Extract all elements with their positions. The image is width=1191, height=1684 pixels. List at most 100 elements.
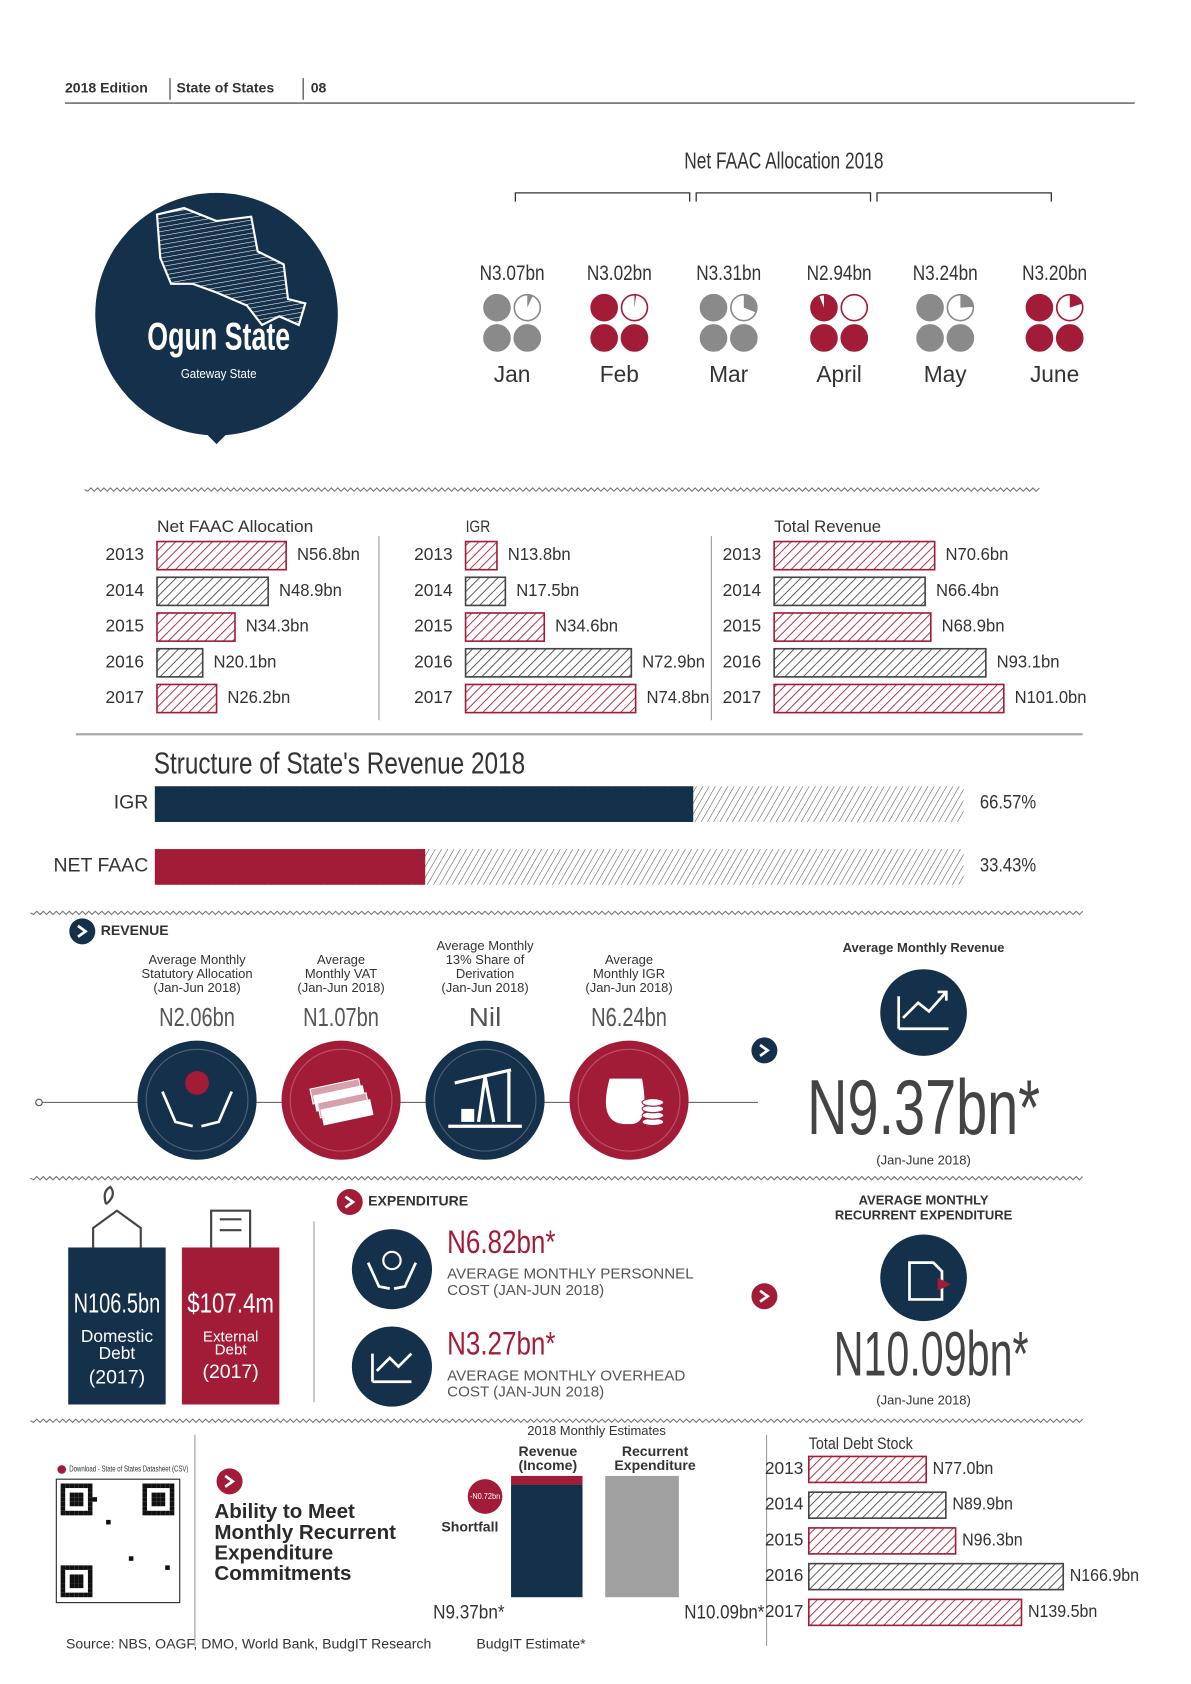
- divider: [30, 1175, 1084, 1181]
- qr-cell: [83, 1510, 88, 1516]
- arrow-icon: [336, 1189, 363, 1215]
- qr-cell: [87, 1569, 93, 1575]
- unit-fill: [1026, 294, 1053, 321]
- expenditure-value: N6.82bn*: [447, 1224, 556, 1260]
- icon-circle-ring: [577, 1048, 681, 1152]
- qr-cell: [78, 1497, 84, 1502]
- state-tagline: Gateway State: [181, 366, 257, 381]
- qr-cell: [78, 1492, 84, 1498]
- debt-box: [181, 1247, 280, 1405]
- qr-cell: [69, 1574, 75, 1580]
- arrow-chevron: [759, 1289, 770, 1303]
- bar: [807, 1491, 947, 1519]
- divider: [84, 487, 1040, 492]
- panel-title: IGR: [466, 518, 491, 536]
- qr-cell: [87, 1492, 93, 1498]
- qr-cell: [65, 1510, 70, 1516]
- bar: [807, 1455, 927, 1484]
- qr-cell: [147, 1483, 152, 1489]
- year-label: 2017: [723, 687, 762, 707]
- year-label: 2015: [414, 616, 453, 636]
- icon-circle: [425, 1040, 545, 1160]
- qr-cell: [151, 1483, 157, 1489]
- arrow-chevron: [224, 1474, 236, 1488]
- bar-value: N9.37bn*: [433, 1602, 505, 1624]
- bar: [156, 612, 236, 642]
- qr-cell: [69, 1565, 75, 1570]
- estimate-note: BudgIT Estimate*: [476, 1636, 586, 1652]
- arrow-chevron: [77, 924, 88, 938]
- qr-cell: [142, 1483, 148, 1489]
- qr-cell: [78, 1483, 84, 1489]
- bar: [156, 683, 218, 714]
- expenditure-label: COST (JAN-JUN 2018): [447, 1384, 604, 1401]
- unit-fill: [810, 324, 837, 351]
- average-period: (Jan-June 2018): [876, 1393, 971, 1408]
- bar: [773, 540, 936, 571]
- unit-fill: [527, 294, 533, 308]
- bar: [154, 849, 426, 885]
- qr-cell: [74, 1497, 79, 1502]
- year-label: 2016: [723, 651, 762, 671]
- year-label: 2013: [723, 544, 762, 564]
- icon: [371, 1352, 413, 1384]
- bar-label: N17.5bn: [516, 580, 579, 600]
- month-value: N3.20bn: [1022, 260, 1087, 285]
- debt-icon: [210, 1209, 252, 1248]
- debt-icon: [92, 1185, 142, 1248]
- qr-cell: [87, 1483, 93, 1489]
- icon: [185, 1070, 209, 1095]
- year-label: 2016: [105, 651, 144, 671]
- qr-cell: [106, 1519, 111, 1525]
- qr-cell: [60, 1579, 66, 1584]
- expenditure-label: AVERAGE MONTHLY OVERHEAD: [447, 1367, 685, 1384]
- year-label: 2017: [414, 687, 453, 707]
- debt-label: External: [203, 1328, 259, 1345]
- icon: [161, 1091, 233, 1128]
- qr-cell: [60, 1565, 66, 1570]
- year-label: 2014: [105, 580, 144, 600]
- year-label: 2015: [105, 616, 144, 636]
- average-period: (Jan-June 2018): [876, 1152, 971, 1167]
- qr-cell: [87, 1588, 93, 1593]
- timeline-dot: [35, 1098, 43, 1107]
- bar: [154, 786, 694, 822]
- qr-cell: [87, 1565, 93, 1570]
- qr-cell: [74, 1592, 79, 1598]
- qr-cell: [69, 1492, 75, 1498]
- qr-cell: [128, 1556, 134, 1561]
- page-number: 08: [311, 80, 327, 96]
- qr-cell: [78, 1592, 84, 1598]
- unit-fill: [700, 294, 727, 321]
- bar-label: N20.1bn: [214, 651, 277, 671]
- unit-fill: [514, 324, 541, 351]
- qr-cell: [83, 1483, 88, 1489]
- qr-cell: [78, 1574, 84, 1580]
- item-label: (Jan-Jun 2018): [153, 980, 240, 995]
- state-name: Ogun State: [147, 315, 290, 358]
- qr-cell: [74, 1583, 79, 1589]
- qr-cell: [169, 1492, 175, 1498]
- unit-circle: [840, 293, 869, 322]
- bar-label: N77.0bn: [933, 1458, 994, 1478]
- arrow-chevron: [344, 1195, 356, 1209]
- bar-name: Revenue: [519, 1443, 578, 1459]
- item-label: Derivation: [456, 966, 514, 981]
- bar-label: N89.9bn: [952, 1494, 1013, 1514]
- year-label: 2014: [765, 1494, 804, 1514]
- bar-label: N13.8bn: [508, 544, 571, 564]
- qr-cell: [60, 1583, 66, 1589]
- bar: [156, 576, 269, 607]
- qr-cell: [87, 1510, 93, 1516]
- estimates-title: 2018 Monthly Estimates: [527, 1423, 666, 1438]
- year-label: 2013: [765, 1458, 804, 1478]
- bar-label: N166.9bn: [1070, 1565, 1139, 1585]
- expenditure-label: COST (JAN-JUN 2018): [447, 1282, 604, 1299]
- state-badge: [95, 192, 338, 436]
- item-value: Nil: [469, 1002, 501, 1032]
- item-value: N2.06bn: [159, 1002, 235, 1032]
- bracket: [695, 192, 872, 202]
- year-label: 2015: [765, 1529, 804, 1549]
- edition: 2018 Edition: [65, 80, 148, 96]
